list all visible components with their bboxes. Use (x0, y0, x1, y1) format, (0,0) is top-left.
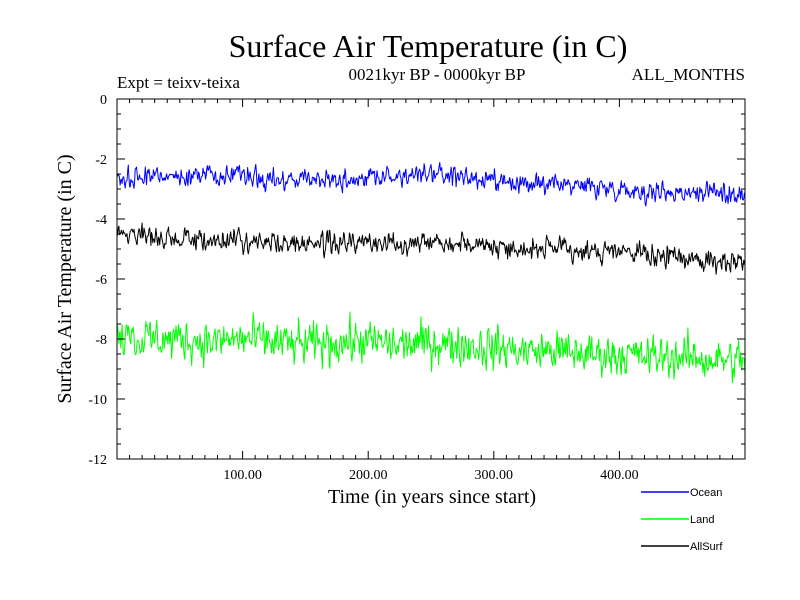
legend-label-allsurf: AllSurf (690, 541, 723, 553)
y-tick-label: -2 (95, 153, 107, 168)
series-line-allsurf (117, 222, 746, 275)
x-axis-label: Time (in years since start) (328, 486, 536, 508)
plot-frame (116, 98, 746, 460)
chart-title: Surface Air Temperature (in C) (229, 28, 628, 64)
time-range-label: 0021kyr BP - 0000kyr BP (349, 65, 526, 84)
ticks-layer: 100.00 200.00 300.00 400.00 0 -2 -4 -6 -8 -10 -12 (88, 93, 745, 483)
x-tick-label: 200.00 (349, 468, 388, 483)
y-tick-label: -6 (95, 273, 107, 288)
legend-label-ocean: Ocean (690, 487, 722, 499)
legend: Ocean Land AllSurf (641, 487, 723, 553)
y-tick-label: -8 (95, 333, 107, 348)
y-axis-label: Surface Air Temperature (in C) (54, 154, 76, 403)
experiment-label: Expt = teixv-teixa (117, 73, 240, 92)
legend-label-land: Land (690, 514, 714, 526)
series-line-land (117, 311, 746, 384)
x-tick-label: 300.00 (475, 468, 514, 483)
x-tick-label: 100.00 (223, 468, 262, 483)
y-tick-label: -4 (95, 213, 107, 228)
y-tick-label: -12 (88, 453, 107, 468)
months-label: ALL_MONTHS (632, 65, 745, 84)
y-tick-label: -10 (88, 393, 107, 408)
series-line-ocean (117, 161, 746, 207)
series-layer (117, 161, 746, 384)
y-tick-label: 0 (100, 93, 107, 108)
x-tick-label: 400.00 (600, 468, 639, 483)
